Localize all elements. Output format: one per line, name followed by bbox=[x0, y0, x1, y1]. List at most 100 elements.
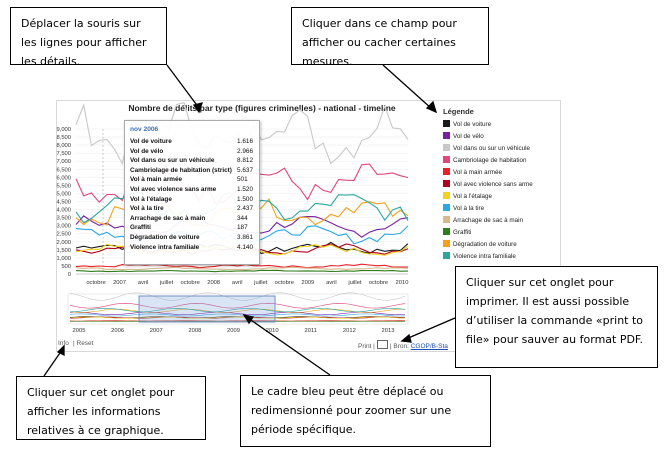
nav-year-label: 2010 bbox=[266, 328, 279, 334]
callout-mouse-hint: Déplacer la souris sur les lignes pour a… bbox=[10, 7, 167, 68]
footer-right: Print | | Bron: CGOP/B-Sta bbox=[358, 340, 448, 350]
y-tick-label: 3,500 bbox=[56, 216, 71, 222]
y-tick-label: 6,000 bbox=[56, 175, 71, 181]
x-tick-label: octobre bbox=[180, 280, 199, 286]
y-tick-label: 2,500 bbox=[56, 232, 71, 238]
nav-year-label: 2008 bbox=[188, 328, 201, 334]
legend-swatch bbox=[443, 144, 450, 151]
tooltip-label: Vol dans ou sur un véhicule bbox=[130, 157, 215, 165]
tooltip-row: Vol de voiture 1.616 bbox=[125, 137, 259, 147]
legend-label: Vol à la tire bbox=[453, 205, 485, 212]
callout-print-hint: Cliquer sur cet onglet pour imprimer. Il… bbox=[455, 266, 658, 368]
tooltip-value: 3.861 bbox=[237, 233, 253, 241]
zoom-frame[interactable] bbox=[138, 295, 276, 323]
tooltip-value: 1.616 bbox=[237, 138, 253, 145]
navigator-series bbox=[69, 307, 406, 313]
tooltip-row: Vol à l'étalage 1.500 bbox=[125, 195, 259, 205]
x-tick-label: juillet bbox=[159, 280, 174, 286]
legend-label: Arrachage de sac à main bbox=[453, 217, 524, 224]
series-line[interactable] bbox=[75, 263, 408, 269]
y-tick-label: 4,500 bbox=[56, 200, 71, 206]
legend-item[interactable]: Vol à la tire bbox=[443, 204, 484, 214]
navigator-series bbox=[69, 313, 406, 317]
y-tick-label: 9,000 bbox=[56, 127, 71, 133]
tooltip-row: Vol à la tire 2.437 bbox=[125, 204, 259, 214]
reset-tab[interactable]: | Reset bbox=[73, 340, 93, 347]
legend-item[interactable]: Vol de voiture bbox=[443, 120, 491, 130]
legend-item[interactable]: Arrachage de sac à main bbox=[443, 216, 523, 226]
tooltip-row: Vol dans ou sur un véhicule 8.812 bbox=[125, 156, 259, 166]
legend-swatch bbox=[443, 156, 450, 163]
tooltip-value: 501 bbox=[237, 176, 248, 184]
source-link[interactable]: CGOP/B-Sta bbox=[410, 343, 448, 350]
tooltip-label: Vol avec violence sans arme bbox=[130, 185, 217, 193]
tooltip-label: Vol à la tire bbox=[130, 205, 164, 213]
navigator-series bbox=[69, 292, 406, 301]
legend-item[interactable]: Violence intra familiale bbox=[443, 252, 516, 262]
legend-item[interactable]: Vol avec violence sans arme bbox=[443, 180, 533, 190]
tooltip-label: Graffiti bbox=[130, 224, 151, 232]
callout-legend-hint: Cliquer dans ce champ pour afficher ou c… bbox=[291, 7, 489, 68]
legend-swatch bbox=[443, 132, 450, 139]
tooltip-value: 8.812 bbox=[237, 157, 253, 165]
tooltip-row: Vol avec violence sans arme 1.520 bbox=[125, 185, 259, 195]
tooltip-row: Arrachage de sac à main 344 bbox=[125, 214, 259, 224]
legend-swatch bbox=[443, 192, 450, 199]
tooltip-label: Violence intra familiale bbox=[130, 243, 200, 251]
printer-icon[interactable] bbox=[376, 340, 388, 349]
tooltip-label: Vol à main armée bbox=[130, 176, 183, 184]
legend-item[interactable]: Vol dans ou sur un véhicule bbox=[443, 144, 530, 154]
x-tick-label: 2010 bbox=[396, 280, 409, 286]
y-tick-label: 5,000 bbox=[56, 191, 71, 197]
legend-title: Légende bbox=[443, 107, 474, 116]
legend-item[interactable]: Vol à l'étalage bbox=[443, 192, 492, 202]
x-tick-label: avril bbox=[138, 280, 149, 286]
tooltip-month: nov 2006 bbox=[130, 126, 159, 133]
print-tab[interactable]: Print | bbox=[358, 343, 375, 350]
legend-label: Vol de vélo bbox=[453, 133, 484, 140]
nav-year-label: 2009 bbox=[227, 328, 240, 334]
legend-item[interactable]: Graffiti bbox=[443, 228, 471, 238]
legend-swatch bbox=[443, 252, 450, 259]
nav-year-label: 2006 bbox=[111, 328, 124, 334]
x-tick-label: octobre bbox=[86, 280, 105, 286]
info-tab[interactable]: Info bbox=[58, 340, 69, 347]
tooltip-row: Violence intra familiale 4.140 bbox=[125, 243, 259, 253]
tooltip-label: Arrachage de sac à main bbox=[130, 214, 206, 222]
legend-label: Dégradation de voiture bbox=[453, 241, 517, 248]
x-tick-label: 2009 bbox=[301, 280, 314, 286]
tooltip-label: Vol de vélo bbox=[130, 147, 164, 155]
series-line[interactable] bbox=[75, 266, 409, 271]
tooltip-label: Vol à l'étalage bbox=[130, 195, 172, 203]
tooltip-row: Vol à main armée 501 bbox=[125, 175, 259, 185]
legend-swatch bbox=[443, 168, 450, 175]
legend-item[interactable]: Cambriolage de habitation bbox=[443, 156, 527, 166]
legend-swatch bbox=[443, 180, 450, 187]
legend-swatch bbox=[443, 216, 450, 223]
tooltip-row: Cambriolage de habitation (strict) 5.637 bbox=[125, 166, 259, 176]
tooltip-value: 4.140 bbox=[237, 243, 253, 251]
x-tick-label: juillet bbox=[253, 280, 268, 286]
navigator-series bbox=[69, 311, 406, 316]
y-tick-label: 7,500 bbox=[56, 151, 71, 157]
chart-title: Nombre de délits par type (figures crimi… bbox=[128, 103, 396, 113]
tooltip-value: 1.500 bbox=[237, 195, 253, 203]
callout-frame-hint: Le cadre bleu peut être déplacé ou redim… bbox=[240, 375, 491, 447]
legend-label: Vol avec violence sans arme bbox=[453, 181, 533, 188]
tooltip-label: Cambriolage de habitation (strict) bbox=[130, 166, 232, 174]
x-tick-label: juillet bbox=[347, 280, 362, 286]
reset-label: | bbox=[73, 340, 77, 347]
legend-item[interactable]: Vol à main armée bbox=[443, 168, 502, 178]
legend-item[interactable]: Vol de vélo bbox=[443, 132, 484, 142]
legend-label: Vol dans ou sur un véhicule bbox=[453, 145, 531, 152]
x-tick-label: 2008 bbox=[207, 280, 220, 286]
reset-text[interactable]: Reset bbox=[76, 340, 94, 347]
tooltip-label: Dégradation de voiture bbox=[130, 233, 200, 241]
legend-label: Vol de voiture bbox=[453, 121, 492, 128]
legend-item[interactable]: Dégradation de voiture bbox=[443, 240, 517, 250]
nav-year-label: 2011 bbox=[305, 328, 317, 334]
legend-label: Violence intra familiale bbox=[453, 253, 516, 260]
series-line[interactable] bbox=[75, 269, 409, 273]
x-tick-label: 2007 bbox=[113, 280, 126, 286]
legend-swatch bbox=[443, 204, 450, 211]
